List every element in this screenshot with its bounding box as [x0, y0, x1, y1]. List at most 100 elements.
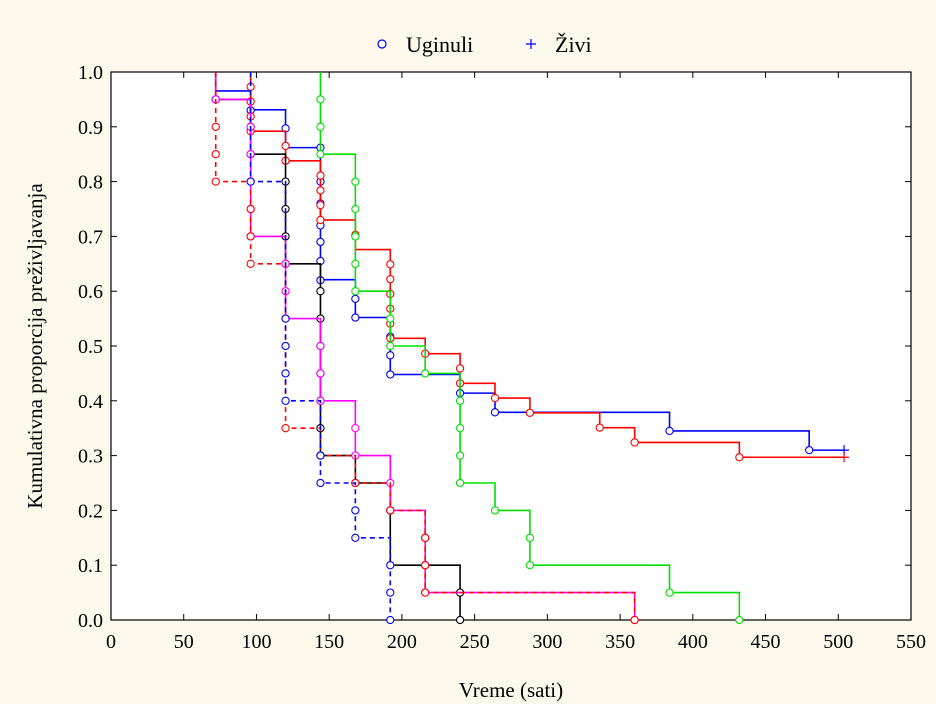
event-marker [386, 274, 395, 284]
event-marker [351, 313, 360, 322]
event-marker [351, 177, 360, 186]
event-marker [246, 204, 255, 214]
event-marker [386, 506, 395, 515]
legend-item-1: Uginuli [377, 32, 473, 57]
event-marker [421, 369, 430, 378]
x-tick-label: 150 [314, 631, 344, 653]
x-tick-label: 200 [387, 631, 417, 653]
series-line [249, 72, 392, 620]
event-marker [211, 150, 220, 159]
event-marker [735, 453, 744, 462]
event-marker [316, 478, 325, 488]
event-marker [281, 424, 290, 433]
event-marker [455, 451, 465, 460]
event-marker [211, 177, 220, 186]
event-marker [316, 341, 325, 351]
x-tick-label: 0 [106, 631, 116, 653]
y-axis: 0.0 0.1 0.2 0.3 0.4 0.5 0.6 0.7 0.8 0.9 1.0 [78, 62, 911, 632]
series-line [214, 72, 636, 620]
y-tick-label: 0.8 [78, 172, 103, 194]
legend-plus-icon [526, 39, 536, 49]
y-axis-title: Kumulativna proporcija preživljavanja [23, 183, 47, 509]
event-marker [351, 204, 360, 214]
event-marker [281, 314, 290, 323]
event-marker [525, 533, 535, 542]
event-marker [351, 506, 360, 515]
series-3 [316, 72, 744, 625]
y-tick-label: 0.4 [78, 391, 103, 413]
event-marker [281, 396, 290, 405]
y-tick-label: 0.1 [78, 555, 103, 577]
event-marker [805, 445, 814, 455]
event-marker [455, 396, 465, 405]
event-marker [316, 369, 325, 378]
event-marker [316, 95, 325, 104]
y-tick-label: 0.6 [78, 281, 103, 303]
event-marker [351, 424, 360, 433]
legend: Uginuli Živi [377, 32, 592, 57]
y-tick-label: 0.2 [78, 500, 103, 522]
event-marker [281, 141, 290, 151]
y-tick-label: 0.7 [78, 226, 103, 248]
event-marker [246, 259, 255, 268]
event-marker [525, 561, 535, 570]
event-marker [665, 426, 674, 436]
x-tick-label: 50 [174, 631, 194, 653]
event-marker [211, 122, 220, 131]
event-marker [316, 150, 325, 159]
event-marker [351, 232, 360, 241]
event-marker [455, 364, 465, 373]
event-marker [351, 287, 360, 296]
event-marker [421, 533, 430, 542]
event-marker [735, 615, 744, 625]
event-marker [386, 341, 395, 351]
legend-label: Živi [555, 32, 592, 57]
event-marker [351, 259, 360, 268]
plot-area [110, 71, 912, 621]
event-marker [386, 314, 395, 323]
x-tick-label: 550 [896, 631, 926, 653]
event-marker [386, 561, 395, 570]
event-marker [386, 588, 395, 597]
y-tick-label: 0.0 [78, 610, 103, 632]
series-line [249, 72, 845, 459]
legend-label: Uginuli [406, 32, 473, 57]
event-marker [386, 260, 395, 269]
event-marker [316, 186, 325, 195]
event-marker [351, 294, 360, 304]
event-marker [316, 171, 325, 180]
event-marker [525, 408, 535, 418]
event-marker [316, 201, 325, 210]
x-tick-label: 350 [605, 631, 635, 653]
event-marker [455, 615, 465, 625]
x-tick-label: 400 [678, 631, 708, 653]
series-7 [246, 72, 395, 625]
event-marker [386, 351, 395, 360]
series-layer [211, 72, 850, 625]
event-marker [665, 588, 674, 597]
x-axis: 0 50 100 150 200 250 300 350 400 450 500 550 [106, 72, 926, 653]
event-marker [281, 341, 290, 351]
y-tick-label: 1.0 [78, 62, 103, 84]
event-marker [490, 408, 500, 417]
event-marker [316, 215, 325, 225]
x-tick-label: 450 [751, 631, 781, 653]
event-marker [455, 424, 465, 433]
y-tick-label: 0.5 [78, 336, 103, 358]
event-marker [490, 506, 500, 515]
event-marker [316, 287, 325, 296]
event-marker [595, 423, 604, 432]
event-marker [316, 451, 325, 460]
legend-item-2: Živi [526, 32, 592, 57]
event-marker [386, 615, 395, 625]
event-marker [386, 370, 395, 379]
event-marker [630, 438, 639, 447]
event-marker [281, 369, 290, 378]
event-marker [490, 393, 500, 403]
event-marker [630, 615, 639, 625]
event-marker [421, 588, 430, 597]
legend-circle-icon [377, 39, 387, 49]
event-marker [316, 122, 325, 131]
